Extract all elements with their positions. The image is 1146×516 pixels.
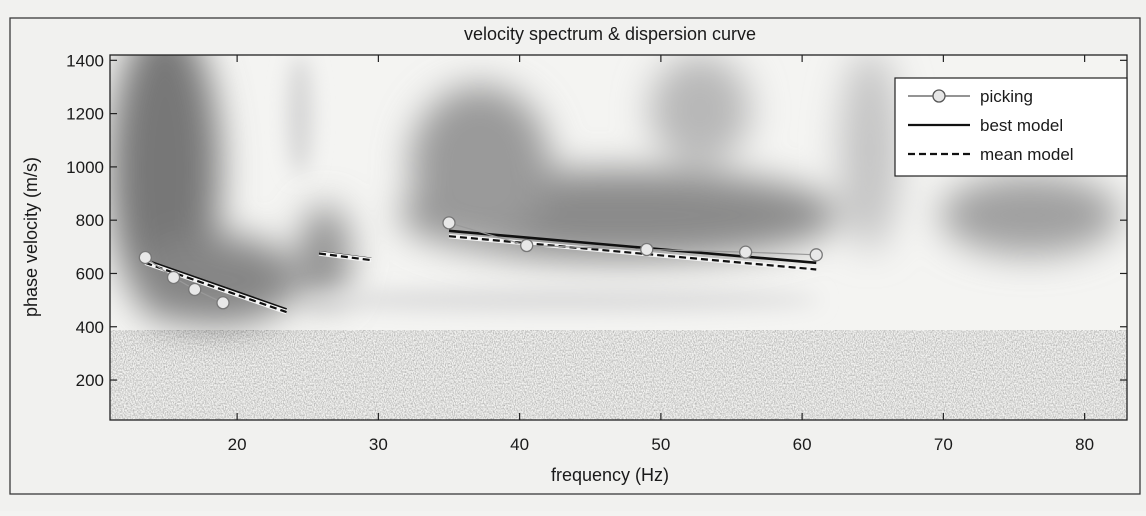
x-tick-label: 30 (369, 435, 388, 454)
y-ticks: 200 400 600 800 1000 1200 1400 (66, 51, 1127, 390)
y-tick-label: 600 (76, 264, 104, 283)
legend[interactable]: picking best model mean model (894, 77, 1128, 177)
picking-point (640, 242, 654, 257)
x-tick-label: 80 (1075, 435, 1094, 454)
y-tick-label: 1400 (66, 51, 104, 70)
chart-title: velocity spectrum & dispersion curve (464, 24, 756, 44)
figure-border (9, 17, 1141, 495)
picking-point (738, 245, 753, 259)
legend-picking-marker (932, 89, 946, 103)
legend-best-label: best model (980, 116, 1063, 135)
picking-point (166, 270, 181, 285)
axes-box (109, 54, 1128, 421)
x-tick-label: 70 (934, 435, 953, 454)
y-axis-label: phase velocity (m/s) (21, 157, 41, 317)
best-model-line (144, 258, 287, 311)
x-ticks: 20 30 40 50 60 70 80 (228, 55, 1094, 454)
x-tick-label: 20 (228, 435, 247, 454)
legend-picking-label: picking (980, 87, 1033, 106)
mean-model-line (144, 261, 287, 314)
y-tick-label: 1000 (66, 158, 104, 177)
picking-point (216, 296, 230, 310)
series-layer (138, 216, 823, 315)
picking-point (188, 282, 202, 297)
picking-point (520, 238, 534, 253)
picking-point (442, 216, 456, 230)
y-tick-label: 400 (76, 318, 104, 337)
picking-point (809, 248, 823, 262)
best-model-line (448, 229, 817, 265)
x-tick-label: 40 (510, 435, 529, 454)
mean-model-line (318, 252, 372, 262)
y-tick-label: 200 (76, 371, 104, 390)
picking-point (138, 250, 152, 265)
y-tick-label: 800 (76, 211, 104, 230)
x-axis-label: frequency (Hz) (551, 465, 669, 485)
legend-mean-label: mean model (980, 145, 1074, 164)
y-tick-label: 1200 (66, 105, 104, 124)
spectrum-background (110, 55, 1127, 420)
mean-model-line (448, 235, 817, 271)
picking-line (144, 256, 224, 304)
x-tick-label: 60 (793, 435, 812, 454)
x-tick-label: 50 (651, 435, 670, 454)
